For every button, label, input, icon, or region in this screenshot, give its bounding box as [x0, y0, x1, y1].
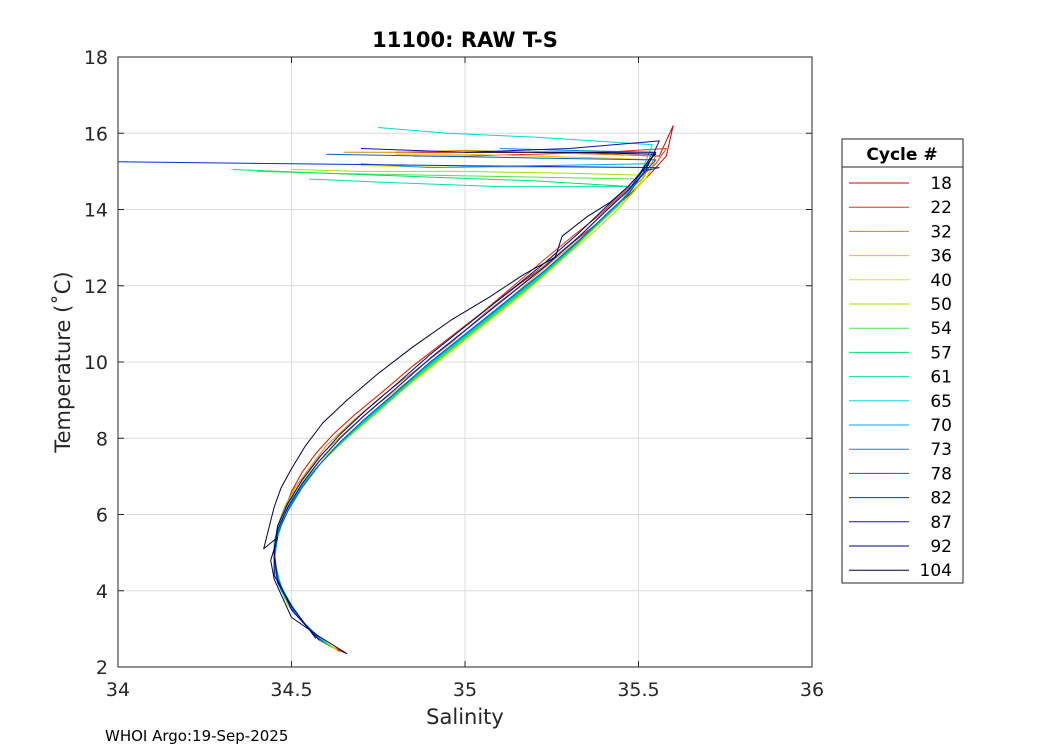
series-line-104 [263, 151, 657, 655]
footer-stamp: WHOI Argo:19-Sep-2025 [105, 727, 288, 745]
x-tick-label: 34.5 [270, 679, 312, 701]
chart-title: 11100: RAW T-S [372, 28, 558, 52]
legend-box [841, 138, 964, 584]
legend-label-40: 40 [930, 271, 952, 291]
x-tick-label: 35.5 [617, 679, 659, 701]
legend-label-36: 36 [930, 247, 952, 267]
y-axis-label: Temperature (˚C) [51, 271, 75, 453]
y-tick-label: 8 [96, 428, 108, 450]
legend-label-57: 57 [930, 343, 952, 363]
legend-label-65: 65 [930, 392, 952, 412]
x-tick-label: 35 [453, 679, 477, 701]
legend-label-32: 32 [930, 222, 952, 242]
legend-label-54: 54 [930, 319, 952, 339]
series-line-57 [232, 169, 633, 647]
series-line-40 [273, 165, 653, 651]
grid-lines [117, 56, 813, 668]
legend-label-70: 70 [930, 416, 952, 436]
series-line-50 [273, 169, 646, 649]
x-axis-ticks: 34 34.5 35 35.5 36 [106, 57, 824, 701]
x-tick-label: 34 [106, 679, 130, 701]
series-line-22 [273, 148, 667, 653]
y-tick-label: 2 [96, 657, 108, 679]
x-tick-label: 36 [800, 679, 824, 701]
series-line-70 [273, 163, 650, 645]
legend-label-82: 82 [930, 489, 952, 509]
y-tick-label: 18 [84, 47, 108, 69]
y-tick-label: 16 [84, 123, 108, 145]
y-tick-label: 10 [84, 352, 108, 374]
legend-label-104: 104 [920, 561, 952, 581]
y-tick-label: 6 [96, 505, 108, 527]
legend-title: Cycle # [866, 145, 937, 165]
legend-label-61: 61 [930, 368, 952, 388]
x-axis-label: Salinity [426, 705, 504, 729]
legend-items: 18 22 32 36 40 50 54 57 61 65 70 73 78 82 87 92 104 [849, 174, 952, 581]
legend-label-22: 22 [930, 198, 952, 218]
legend-label-18: 18 [930, 174, 952, 194]
y-tick-label: 12 [84, 276, 108, 298]
legend-label-78: 78 [930, 464, 952, 484]
series-line-73 [273, 148, 653, 643]
series-lines [117, 125, 674, 655]
series-line-61 [273, 178, 633, 645]
legend-label-73: 73 [930, 440, 952, 460]
y-tick-label: 14 [84, 200, 108, 222]
legend-label-87: 87 [930, 513, 952, 533]
y-axis-ticks: 2 4 6 8 10 12 14 16 18 [84, 47, 812, 679]
series-line-65 [273, 127, 653, 645]
legend-label-50: 50 [930, 295, 952, 315]
legend-label-92: 92 [930, 537, 952, 557]
legend: Cycle # 18 22 32 36 40 50 54 57 61 65 70 73 78 82 87 92… [841, 138, 964, 584]
y-tick-label: 4 [96, 581, 108, 603]
